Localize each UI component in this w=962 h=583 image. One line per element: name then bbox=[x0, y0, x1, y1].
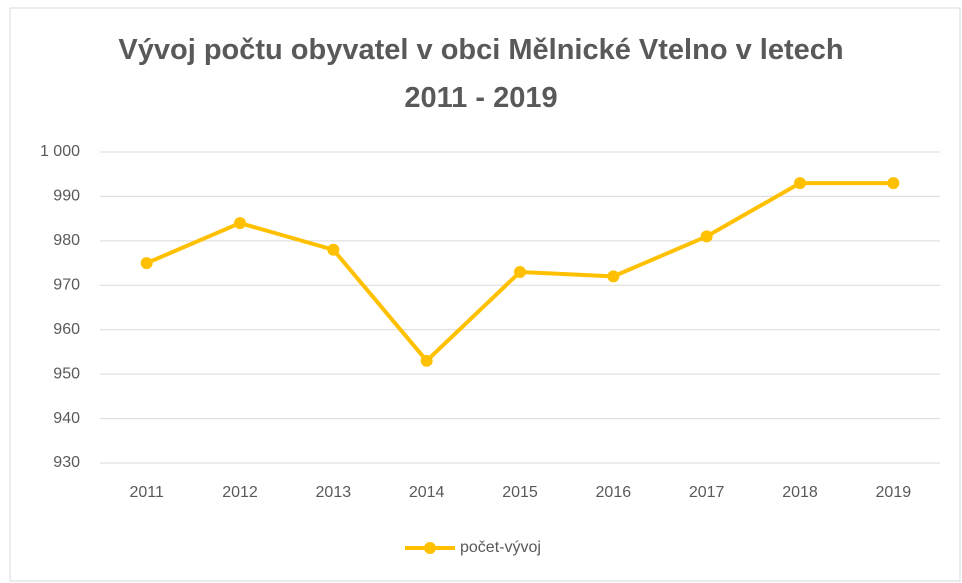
y-tick-label: 970 bbox=[53, 277, 80, 294]
y-tick-label: 940 bbox=[53, 410, 80, 427]
point bbox=[887, 177, 900, 190]
y-tick-label: 950 bbox=[53, 365, 80, 382]
chart-title: Vývoj počtu obyvatel v obci Mělnické Vte… bbox=[118, 34, 844, 114]
point bbox=[607, 270, 620, 283]
x-tick-label: 2013 bbox=[316, 484, 352, 501]
point bbox=[514, 265, 526, 278]
y-tick-label: 990 bbox=[53, 188, 80, 205]
x-tick-label: 2017 bbox=[689, 484, 725, 501]
x-tick-label: 2015 bbox=[502, 484, 538, 501]
y-tick-label: 1 000 bbox=[40, 143, 80, 160]
point bbox=[794, 177, 806, 190]
point bbox=[140, 257, 153, 270]
x-tick-label: 2011 bbox=[129, 484, 164, 501]
y-tick-label: 980 bbox=[53, 232, 80, 249]
legend-marker bbox=[424, 542, 436, 554]
point bbox=[700, 230, 713, 243]
x-tick-label: 2012 bbox=[222, 484, 258, 501]
x-tick-label: 2016 bbox=[596, 484, 632, 501]
y-tick-label: 960 bbox=[53, 321, 80, 338]
point bbox=[420, 354, 433, 367]
x-tick-label: 2019 bbox=[876, 484, 912, 501]
x-tick-label: 2018 bbox=[782, 484, 818, 501]
y-tick-label: 930 bbox=[53, 454, 80, 471]
point bbox=[234, 217, 246, 230]
chart-border bbox=[9, 7, 961, 582]
point bbox=[327, 243, 340, 256]
legend-label: počet-vývoj bbox=[460, 539, 541, 556]
x-tick-label: 2014 bbox=[409, 484, 445, 501]
